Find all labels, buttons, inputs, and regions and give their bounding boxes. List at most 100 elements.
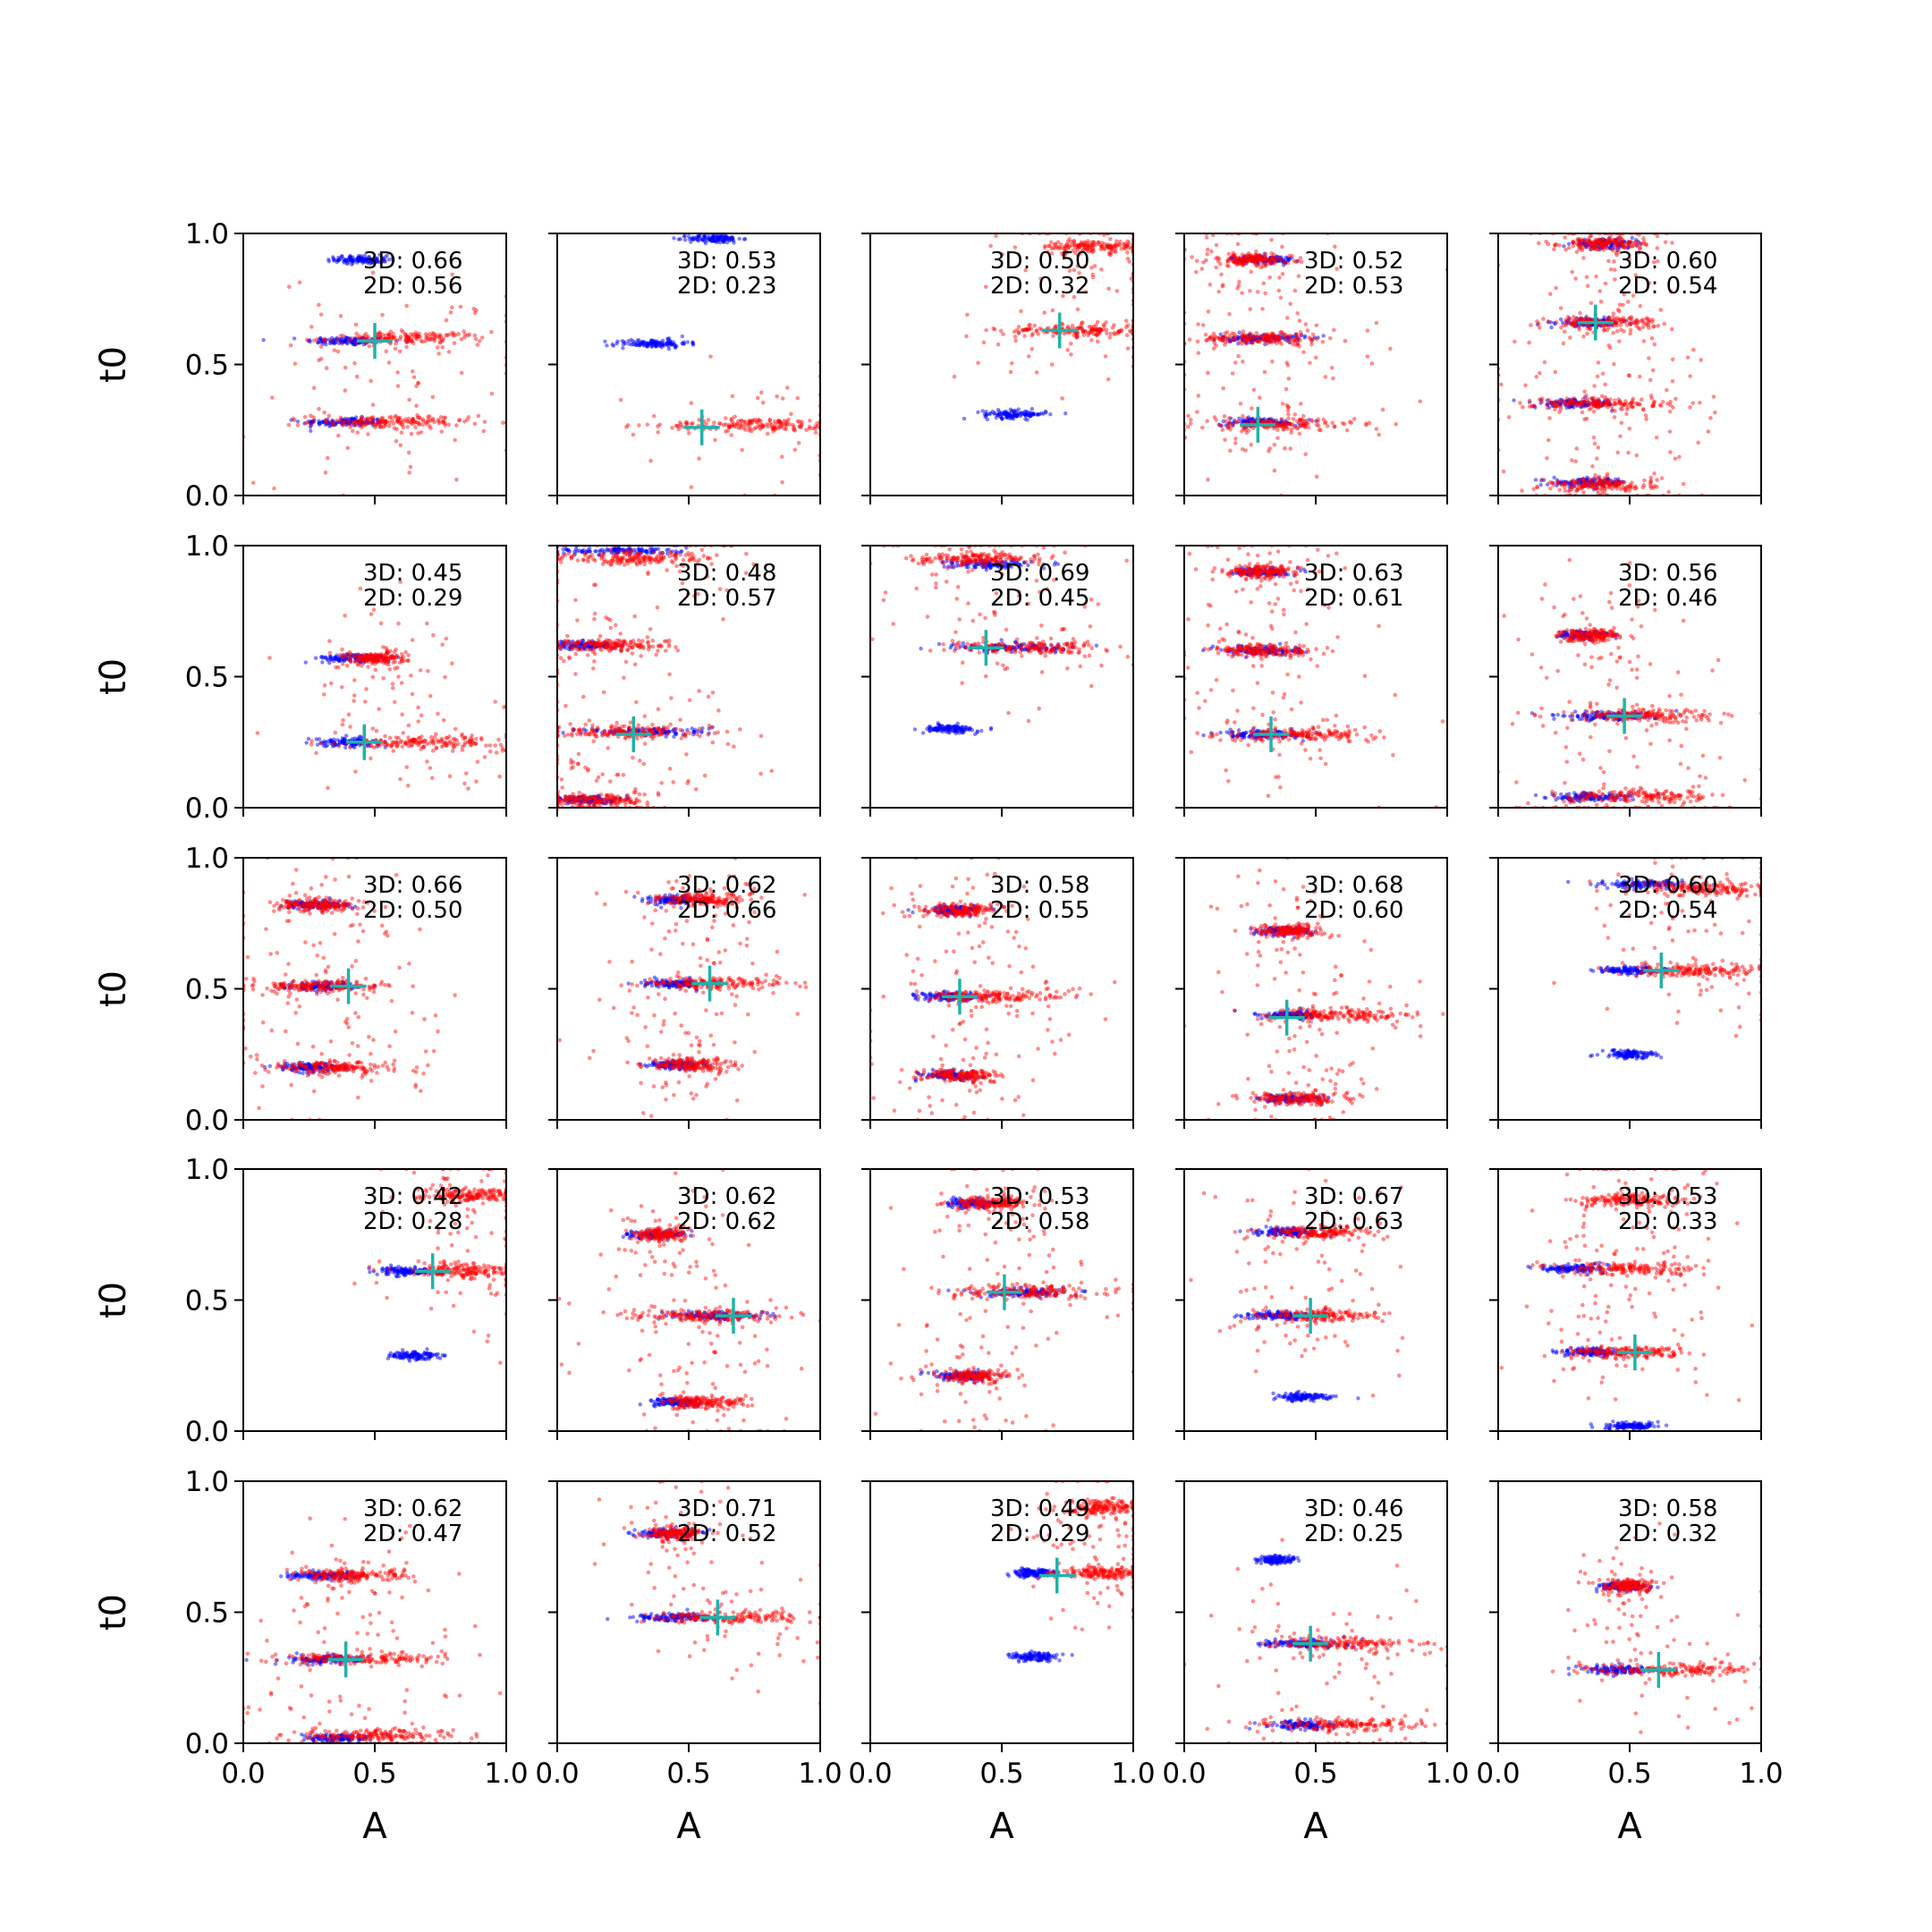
y-tick-label: 0.5 xyxy=(185,662,229,694)
point-3d xyxy=(1276,334,1281,338)
point-2d xyxy=(377,330,382,335)
point-2d xyxy=(368,420,373,425)
point-2d xyxy=(1605,239,1609,243)
point-2d xyxy=(1627,488,1632,493)
point-2d xyxy=(1659,476,1665,480)
point-2d xyxy=(1608,267,1614,272)
point-2d xyxy=(1194,258,1199,263)
point-2d xyxy=(1246,428,1251,433)
point-2d xyxy=(1268,335,1273,340)
point-2d xyxy=(335,349,341,354)
point-2d xyxy=(449,741,454,747)
point-2d xyxy=(1034,328,1039,333)
point-3d xyxy=(716,238,720,242)
point-2d xyxy=(1343,338,1348,343)
point-3d xyxy=(1212,337,1216,343)
point-2d xyxy=(334,665,338,670)
point-2d xyxy=(1610,247,1614,251)
point-2d xyxy=(1265,258,1270,262)
point-2d xyxy=(1601,327,1606,333)
point-2d xyxy=(1292,338,1297,343)
point-2d xyxy=(1074,335,1079,340)
point-2d xyxy=(399,657,403,661)
point-3d xyxy=(565,547,571,553)
point-2d xyxy=(1069,352,1073,357)
point-2d xyxy=(346,654,352,659)
point-2d xyxy=(409,738,413,743)
point-2d xyxy=(453,737,457,741)
point-2d xyxy=(1255,256,1259,260)
point-2d xyxy=(1603,477,1608,482)
point-3d xyxy=(1006,411,1012,416)
point-2d xyxy=(1595,374,1600,379)
point-2d xyxy=(467,738,472,743)
point-2d xyxy=(1258,265,1264,270)
point-2d xyxy=(399,421,403,427)
point-2d xyxy=(494,750,499,755)
point-2d xyxy=(309,422,314,428)
point-3d xyxy=(352,341,358,346)
point-2d xyxy=(1527,340,1531,345)
point-2d xyxy=(1237,258,1242,263)
point-2d xyxy=(1030,331,1036,336)
point-2d xyxy=(1595,486,1600,491)
point-2d xyxy=(358,421,362,426)
point-2d xyxy=(1602,483,1607,488)
point-2d xyxy=(385,651,389,656)
point-2d xyxy=(386,662,391,667)
point-2d xyxy=(443,415,448,420)
point-2d xyxy=(1276,335,1282,340)
point-2d xyxy=(1042,245,1047,250)
point-2d xyxy=(364,654,369,659)
point-3d xyxy=(320,741,325,745)
point-3d xyxy=(1284,419,1288,423)
point-2d xyxy=(1022,334,1027,338)
point-2d xyxy=(780,479,784,485)
point-2d xyxy=(436,418,441,422)
point-2d xyxy=(372,653,377,658)
point-2d xyxy=(303,420,309,426)
point-2d xyxy=(1591,482,1596,487)
point-2d xyxy=(1268,418,1273,423)
point-2d xyxy=(1288,446,1293,451)
point-2d xyxy=(441,419,445,424)
point-2d xyxy=(402,419,407,424)
point-2d xyxy=(1706,429,1711,434)
point-2d xyxy=(448,310,453,315)
point-2d xyxy=(292,418,297,423)
point-2d xyxy=(1187,337,1192,342)
point-2d xyxy=(1634,486,1639,491)
point-2d xyxy=(1218,423,1223,428)
point-2d xyxy=(784,422,788,428)
point-2d xyxy=(704,421,708,427)
point-2d xyxy=(1235,242,1241,247)
point-2d xyxy=(441,419,446,424)
point-2d xyxy=(1232,254,1236,258)
point-2d xyxy=(386,658,391,664)
point-2d xyxy=(1097,242,1102,247)
point-2d xyxy=(446,422,452,428)
point-3d xyxy=(1281,263,1286,267)
point-2d xyxy=(353,340,358,345)
point-2d xyxy=(1530,403,1535,409)
point-2d xyxy=(1630,398,1635,403)
point-2d xyxy=(470,739,475,744)
point-2d xyxy=(1301,350,1306,355)
point-2d xyxy=(1577,247,1581,251)
point-2d xyxy=(1214,242,1219,248)
point-2d xyxy=(436,711,440,716)
point-2d xyxy=(1321,417,1326,422)
point-2d xyxy=(1206,477,1210,482)
point-2d xyxy=(441,717,446,723)
point-2d xyxy=(1633,321,1639,326)
point-2d xyxy=(1211,346,1216,351)
point-2d xyxy=(1304,421,1309,426)
score-2d-label: 2D: 0.54 xyxy=(1618,273,1717,300)
point-2d xyxy=(1580,242,1584,248)
point-2d xyxy=(1506,415,1512,419)
point-2d xyxy=(1624,323,1630,327)
point-2d xyxy=(1641,239,1647,244)
point-2d xyxy=(1046,250,1050,254)
point-2d xyxy=(395,370,400,375)
